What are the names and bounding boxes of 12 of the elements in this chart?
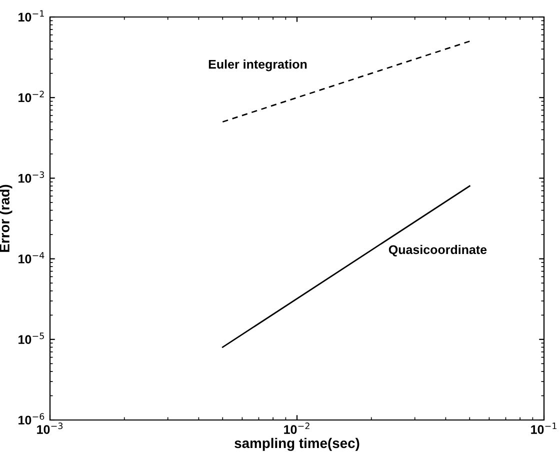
y-tick-label: 10$^{−5}$ [18,332,44,344]
y-tick-label: 10$^{−1}$ [18,10,44,22]
x-tick-label: 10$^{−1}$ [531,422,556,434]
annotation: Euler integration [208,60,307,72]
y-tick-label: 10$^{−4}$ [18,252,44,264]
y-tick-label: 10$^{−6}$ [18,413,44,425]
x-tick-label: 10$^{−2}$ [284,422,310,434]
annotation: Quasicoordinate [388,244,487,256]
x-axis-title: sampling time(sec) [234,438,360,451]
y-tick-label: 10$^{−3}$ [18,171,44,183]
x-tick-label: 10$^{−3}$ [37,422,63,434]
y-tick-label: 10$^{−2}$ [18,90,44,102]
